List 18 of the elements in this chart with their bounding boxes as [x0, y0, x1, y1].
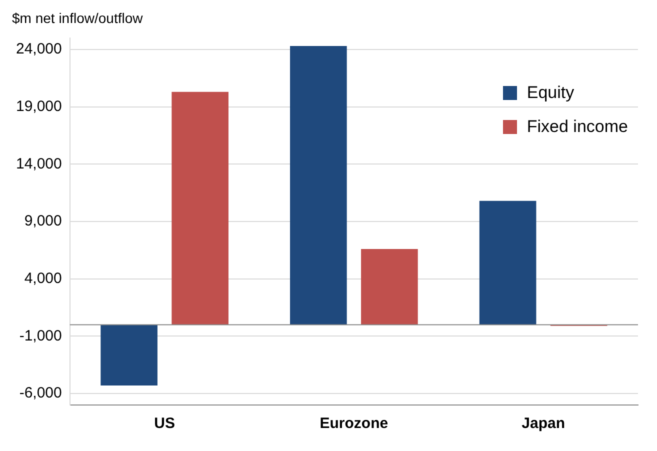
y-tick-label: 14,000: [16, 155, 62, 172]
y-tick-label: 24,000: [16, 40, 62, 58]
bar: [479, 200, 536, 325]
bar: [290, 46, 347, 325]
legend-label: Fixed income: [526, 117, 628, 137]
legend-label: Equity: [526, 83, 574, 103]
y-tick-label: 4,000: [24, 270, 62, 287]
y-tick-label: 9,000: [24, 212, 62, 230]
y-tick-label: -1,000: [19, 327, 62, 344]
bar: [100, 324, 158, 386]
bar: [172, 92, 228, 325]
y-tick-label: 19,000: [16, 98, 62, 115]
x-tick-label: US: [154, 415, 175, 432]
x-tick-label: Japan: [522, 415, 565, 432]
x-tick-label: Eurozone: [320, 415, 388, 432]
y-axis-title: $m net inflow/outflow: [12, 10, 143, 26]
y-tick-label: -6,000: [19, 384, 62, 402]
bar: [361, 249, 418, 325]
